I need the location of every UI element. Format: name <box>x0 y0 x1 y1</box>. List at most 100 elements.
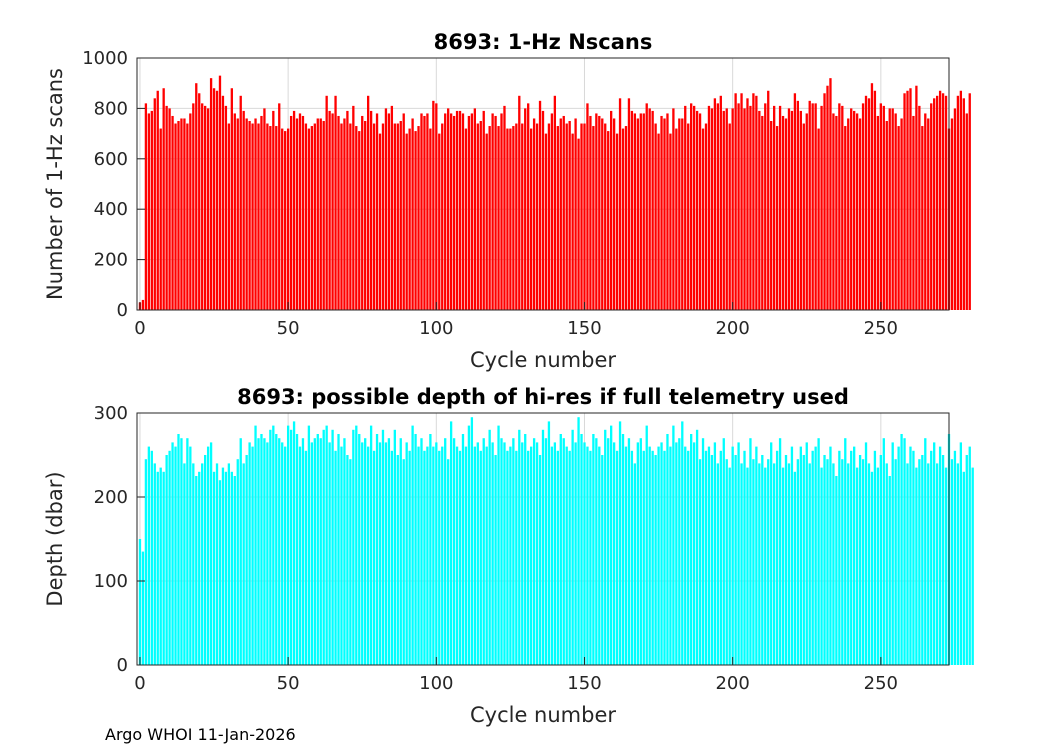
bar <box>764 103 767 310</box>
bar <box>464 128 468 310</box>
bar <box>322 429 325 665</box>
bar <box>408 450 411 665</box>
bar <box>678 438 681 665</box>
bar <box>601 118 604 310</box>
bar <box>838 103 841 310</box>
bar <box>870 83 874 310</box>
bar <box>808 100 811 310</box>
bar <box>612 442 616 665</box>
bar <box>855 467 859 665</box>
bar <box>678 118 681 310</box>
bar <box>953 108 957 311</box>
bar <box>734 455 737 665</box>
bar <box>858 455 862 665</box>
bar <box>921 455 924 665</box>
bar <box>844 126 847 310</box>
bar <box>168 450 171 665</box>
bar <box>761 115 764 311</box>
bar <box>192 103 195 310</box>
bar <box>263 438 266 665</box>
bar <box>337 434 340 665</box>
bar <box>349 459 352 665</box>
bar <box>521 442 524 665</box>
bar <box>787 108 791 311</box>
bar <box>882 105 885 310</box>
bar <box>924 113 927 310</box>
bar <box>461 434 465 665</box>
bar <box>369 425 373 665</box>
bar <box>473 108 476 311</box>
bar <box>938 446 942 665</box>
bar <box>716 103 720 310</box>
y-tick-label: 100 <box>94 571 128 592</box>
bar <box>298 113 302 310</box>
bar <box>657 133 660 310</box>
bar <box>541 110 545 310</box>
bar <box>968 446 971 665</box>
bar <box>159 128 162 310</box>
bar <box>589 115 592 311</box>
bar <box>198 471 201 665</box>
bar <box>479 121 482 310</box>
bar <box>651 450 654 665</box>
bar <box>180 118 183 310</box>
bar <box>215 90 219 310</box>
bar <box>518 429 521 665</box>
bar <box>396 455 399 665</box>
bar <box>307 128 311 310</box>
bar <box>284 131 287 310</box>
bar <box>414 434 417 665</box>
bar <box>153 98 156 310</box>
bar <box>565 446 568 665</box>
bar <box>218 480 222 665</box>
x-tick-label: 150 <box>567 673 601 694</box>
bar <box>334 450 337 665</box>
bar <box>817 128 820 310</box>
bar <box>438 450 441 665</box>
bar <box>494 455 497 665</box>
bar <box>642 113 645 310</box>
bar <box>841 459 844 665</box>
bar <box>749 105 752 310</box>
bar <box>918 459 921 665</box>
bar <box>162 471 165 665</box>
bar <box>304 450 308 665</box>
bar <box>861 103 865 310</box>
bar <box>476 442 479 665</box>
bar <box>556 126 559 310</box>
x-tick-label: 0 <box>134 318 145 339</box>
bar <box>325 425 328 665</box>
bar <box>767 459 770 665</box>
bar <box>553 95 557 310</box>
bar <box>752 459 755 665</box>
bar <box>577 417 580 665</box>
bar <box>281 442 284 665</box>
bar <box>962 98 965 310</box>
bar <box>586 103 589 310</box>
bar <box>399 438 402 665</box>
bar <box>787 463 791 665</box>
bar <box>352 105 355 310</box>
bar <box>891 442 894 665</box>
bar <box>224 105 228 310</box>
bar <box>595 438 598 665</box>
bar <box>853 446 856 665</box>
bar <box>278 103 281 310</box>
bar <box>784 455 788 665</box>
bar <box>378 133 382 310</box>
bar <box>885 463 888 665</box>
bar <box>186 123 189 311</box>
bar <box>944 467 948 665</box>
bar <box>595 113 598 310</box>
bar <box>251 123 254 311</box>
bar <box>206 108 210 311</box>
bar <box>933 442 936 665</box>
bar <box>171 115 174 311</box>
bar <box>328 442 331 665</box>
bar <box>654 123 657 311</box>
bar <box>790 446 794 665</box>
chart-title: 8693: possible depth of hi-res if full t… <box>237 385 849 409</box>
bar <box>820 467 823 665</box>
bar <box>364 438 367 665</box>
bar <box>292 110 296 310</box>
